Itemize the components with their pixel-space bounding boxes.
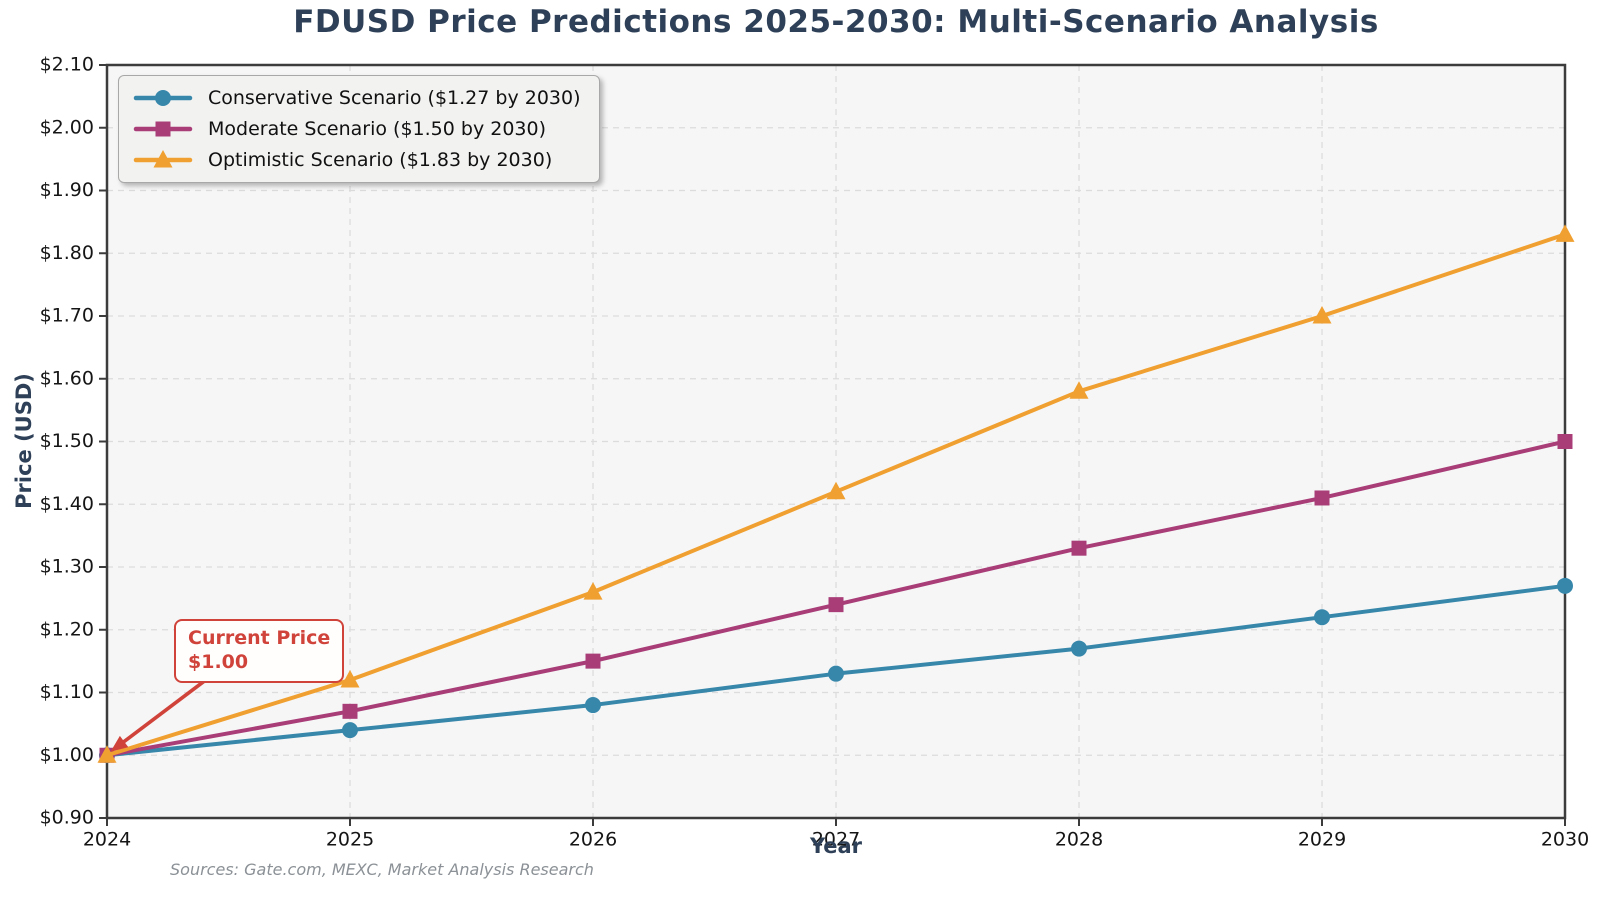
legend-item-optimistic: Optimistic Scenario ($1.83 by 2030) [133,149,581,171]
x-tick-label: 2028 [1055,829,1103,851]
legend-item-conservative: Conservative Scenario ($1.27 by 2030) [133,87,581,109]
legend-label-optimistic: Optimistic Scenario ($1.83 by 2030) [208,149,553,171]
source-note: Sources: Gate.com, MEXC, Market Analysis… [170,860,594,879]
x-tick-label: 2026 [569,829,617,851]
legend-label-moderate: Moderate Scenario ($1.50 by 2030) [208,118,546,140]
y-tick-label: $2.10 [40,54,94,76]
y-tick-label: $1.80 [40,242,94,264]
legend-label-conservative: Conservative Scenario ($1.27 by 2030) [208,87,581,109]
y-tick-label: $1.70 [40,305,94,327]
x-tick-label: 2025 [326,829,374,851]
x-tick-label: 2024 [83,829,131,851]
current-price-annotation: Current Price $1.00 [174,619,345,683]
series-line [97,224,1575,763]
x-axis-label: Year [809,834,863,858]
y-tick-label: $1.90 [40,179,94,201]
chart-title: FDUSD Price Predictions 2025-2030: Multi… [293,4,1379,40]
y-tick-label: $1.30 [40,556,94,578]
y-tick-label: $0.90 [40,807,94,829]
line-square-marker-icon [133,121,193,137]
y-tick-label: $1.60 [40,367,94,389]
line-circle-marker-icon [133,90,193,106]
y-tick-label: $1.00 [40,744,94,766]
y-tick-label: $1.10 [40,681,94,703]
line-triangle-marker-icon [133,150,193,168]
x-tick-label: 2030 [1541,829,1589,851]
series-line [99,577,1573,764]
y-tick-label: $1.20 [40,618,94,640]
y-tick-label: $2.00 [40,116,94,138]
legend-item-moderate: Moderate Scenario ($1.50 by 2030) [133,118,581,140]
x-tick-label: 2029 [1298,829,1346,851]
annotation-line2: $1.00 [188,651,249,674]
x-tick-label: 2027 [812,829,860,851]
y-tick-label: $1.50 [40,430,94,452]
y-tick-label: $1.40 [40,493,94,515]
annotation-line1: Current Price [188,627,331,649]
legend: Conservative Scenario ($1.27 by 2030) Mo… [118,75,600,183]
